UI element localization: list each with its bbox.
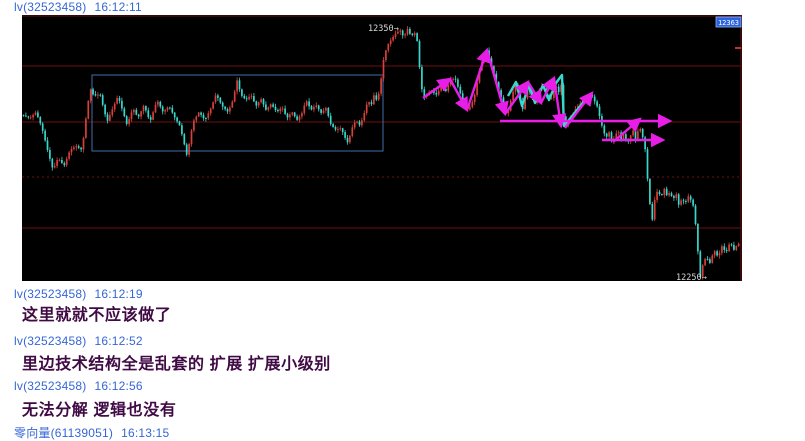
message-time: 16:12:56 xyxy=(94,379,143,393)
message-time: 16:12:19 xyxy=(94,287,143,301)
message-text: 里边技术结构全是乱套的 扩展 扩展小级别 xyxy=(22,356,331,373)
message-header: lv(32523458) 16:12:52 xyxy=(14,334,143,348)
svg-text:12363: 12363 xyxy=(718,19,739,27)
svg-text:12250→: 12250→ xyxy=(676,273,707,281)
sender-name[interactable]: 零向量(61139051) xyxy=(14,426,114,440)
message-text: 这里就就不应该做了 xyxy=(22,307,172,324)
chart-image[interactable]: 12350→ 12250→ 12363 xyxy=(22,15,742,281)
sender-name[interactable]: lv(32523458) xyxy=(14,379,87,393)
sender-name[interactable]: lv(32523458) xyxy=(14,334,87,348)
chart-svg: 12350→ 12250→ 12363 xyxy=(22,15,742,281)
message-header: 零向量(61139051) 16:13:15 xyxy=(14,424,169,441)
svg-text:12350→: 12350→ xyxy=(368,24,399,34)
message-time: 16:13:15 xyxy=(121,426,170,440)
message-time: 16:12:11 xyxy=(94,0,142,14)
message-text: 无法分解 逻辑也没有 xyxy=(22,402,177,419)
sender-name[interactable]: lv(32523458) xyxy=(14,287,87,301)
message-header: lv(32523458) 16:12:19 xyxy=(14,287,143,301)
sender-name[interactable]: lv(32523458) xyxy=(14,0,87,14)
message-header: lv(32523458) 16:12:11 xyxy=(14,0,142,14)
message-header: lv(32523458) 16:12:56 xyxy=(14,379,143,393)
message-time: 16:12:52 xyxy=(94,334,143,348)
